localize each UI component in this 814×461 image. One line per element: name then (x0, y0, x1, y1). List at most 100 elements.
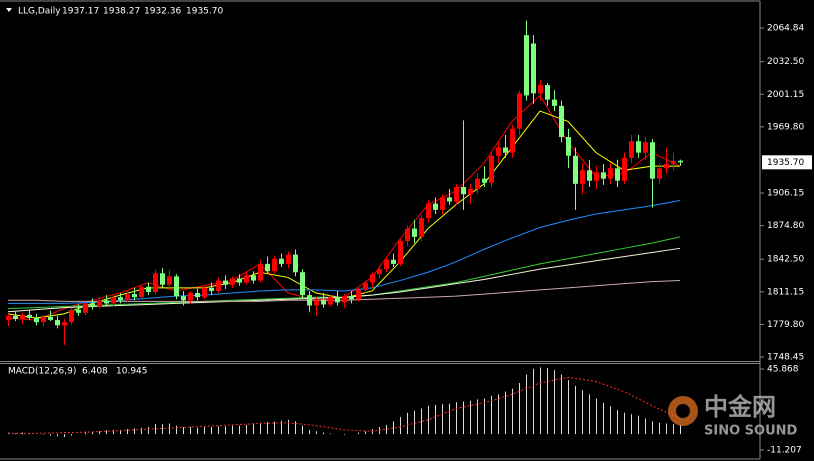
candle-body (678, 160, 683, 163)
candle-body (251, 275, 256, 281)
candle-body (258, 263, 263, 281)
candle-body (160, 273, 165, 285)
candle-body (321, 300, 326, 305)
candle-body (412, 228, 417, 237)
y-tick-label: -11.207 (767, 446, 802, 456)
candle-body (363, 282, 368, 290)
signal-line (8, 376, 681, 434)
candle-body (139, 286, 144, 298)
candle-body (76, 309, 81, 313)
candle-body (174, 276, 179, 297)
candle-body (181, 296, 186, 301)
candle-body (601, 172, 606, 179)
candle-body (300, 272, 305, 296)
candle-body (496, 147, 501, 156)
candle-body (153, 273, 158, 292)
candle-body (356, 289, 361, 300)
candle-body (342, 296, 347, 303)
candle-body (27, 314, 32, 318)
y-tick-label: 1748.45 (767, 353, 804, 363)
candle-body (272, 258, 277, 272)
candle-body (244, 275, 249, 283)
candle-body (20, 314, 25, 320)
candle-body (608, 168, 613, 179)
candle-body (398, 241, 403, 264)
candle-body (419, 218, 424, 237)
candle-body (531, 43, 536, 94)
candle-body (489, 155, 494, 183)
candle-body (62, 322, 67, 326)
candle-body (314, 300, 319, 306)
candle-body (524, 35, 529, 96)
candle-body (517, 93, 522, 129)
ohlc-value: 1932.36 (144, 7, 181, 17)
candle-body (188, 293, 193, 301)
ohlc-value: 1937.17 (62, 7, 99, 17)
candle-body (426, 203, 431, 219)
candle-body (83, 303, 88, 313)
candle-body (104, 300, 109, 304)
symbol-arrow (6, 8, 12, 12)
candle-body (265, 263, 270, 272)
y-tick-label: 2064.84 (767, 24, 804, 34)
y-tick-label: 1874.80 (767, 221, 804, 231)
candle-body (146, 286, 151, 292)
candle-body (629, 141, 634, 158)
candle-body (307, 295, 312, 306)
candle-body (195, 293, 200, 298)
candle-body (202, 287, 207, 298)
last-price-box (762, 155, 812, 170)
y-tick-label: 1811.15 (767, 287, 804, 297)
candle-body (475, 178, 480, 190)
y-tick-label: 1842.50 (767, 255, 804, 265)
ohlc-value: 1938.27 (103, 7, 140, 17)
candle-body (216, 280, 221, 291)
macd-value: 6.408 (82, 367, 108, 377)
y-tick-label: 1779.80 (767, 320, 804, 330)
candle-body (237, 278, 242, 283)
candle-body (111, 297, 116, 304)
candle-body (279, 258, 284, 264)
candle-body (125, 294, 130, 301)
y-tick-label: 1969.80 (767, 122, 804, 132)
candle-body (482, 178, 487, 183)
candle-body (293, 254, 298, 273)
candle-body (587, 170, 592, 181)
candle-body (468, 189, 473, 195)
candle-body (615, 168, 620, 181)
y-tick-label: 2032.50 (767, 57, 804, 67)
ohlc-value: 1935.70 (186, 7, 223, 17)
y-tick-label: 2001.15 (767, 90, 804, 100)
candle-body (370, 274, 375, 283)
candle-body (433, 203, 438, 210)
candle-body (657, 168, 662, 179)
candle-body (580, 170, 585, 184)
candle-body (349, 296, 354, 300)
candle-body (503, 147, 508, 153)
y-tick-label: 45.868 (767, 364, 799, 374)
candle-body (97, 300, 102, 307)
watermark-title: 中金网 (704, 393, 776, 421)
candle-body (34, 317, 39, 323)
candle-body (132, 294, 137, 298)
candle-body (230, 278, 235, 285)
candle-body (223, 280, 228, 285)
candle-body (538, 85, 543, 94)
candle-body (552, 99, 557, 106)
candle-body (594, 172, 599, 181)
candle-body (167, 276, 172, 285)
candle-body (461, 186, 466, 195)
candle-body (454, 186, 459, 202)
candle-body (391, 259, 396, 264)
candle-body (6, 315, 11, 321)
candle-body (209, 287, 214, 291)
candle-body (447, 197, 452, 202)
candle-body (48, 316, 53, 321)
candle-body (664, 164, 669, 169)
y-tick-label: 1906.15 (767, 189, 804, 199)
candle-body (286, 254, 291, 264)
candle-body (13, 315, 18, 320)
candle-body (384, 259, 389, 270)
